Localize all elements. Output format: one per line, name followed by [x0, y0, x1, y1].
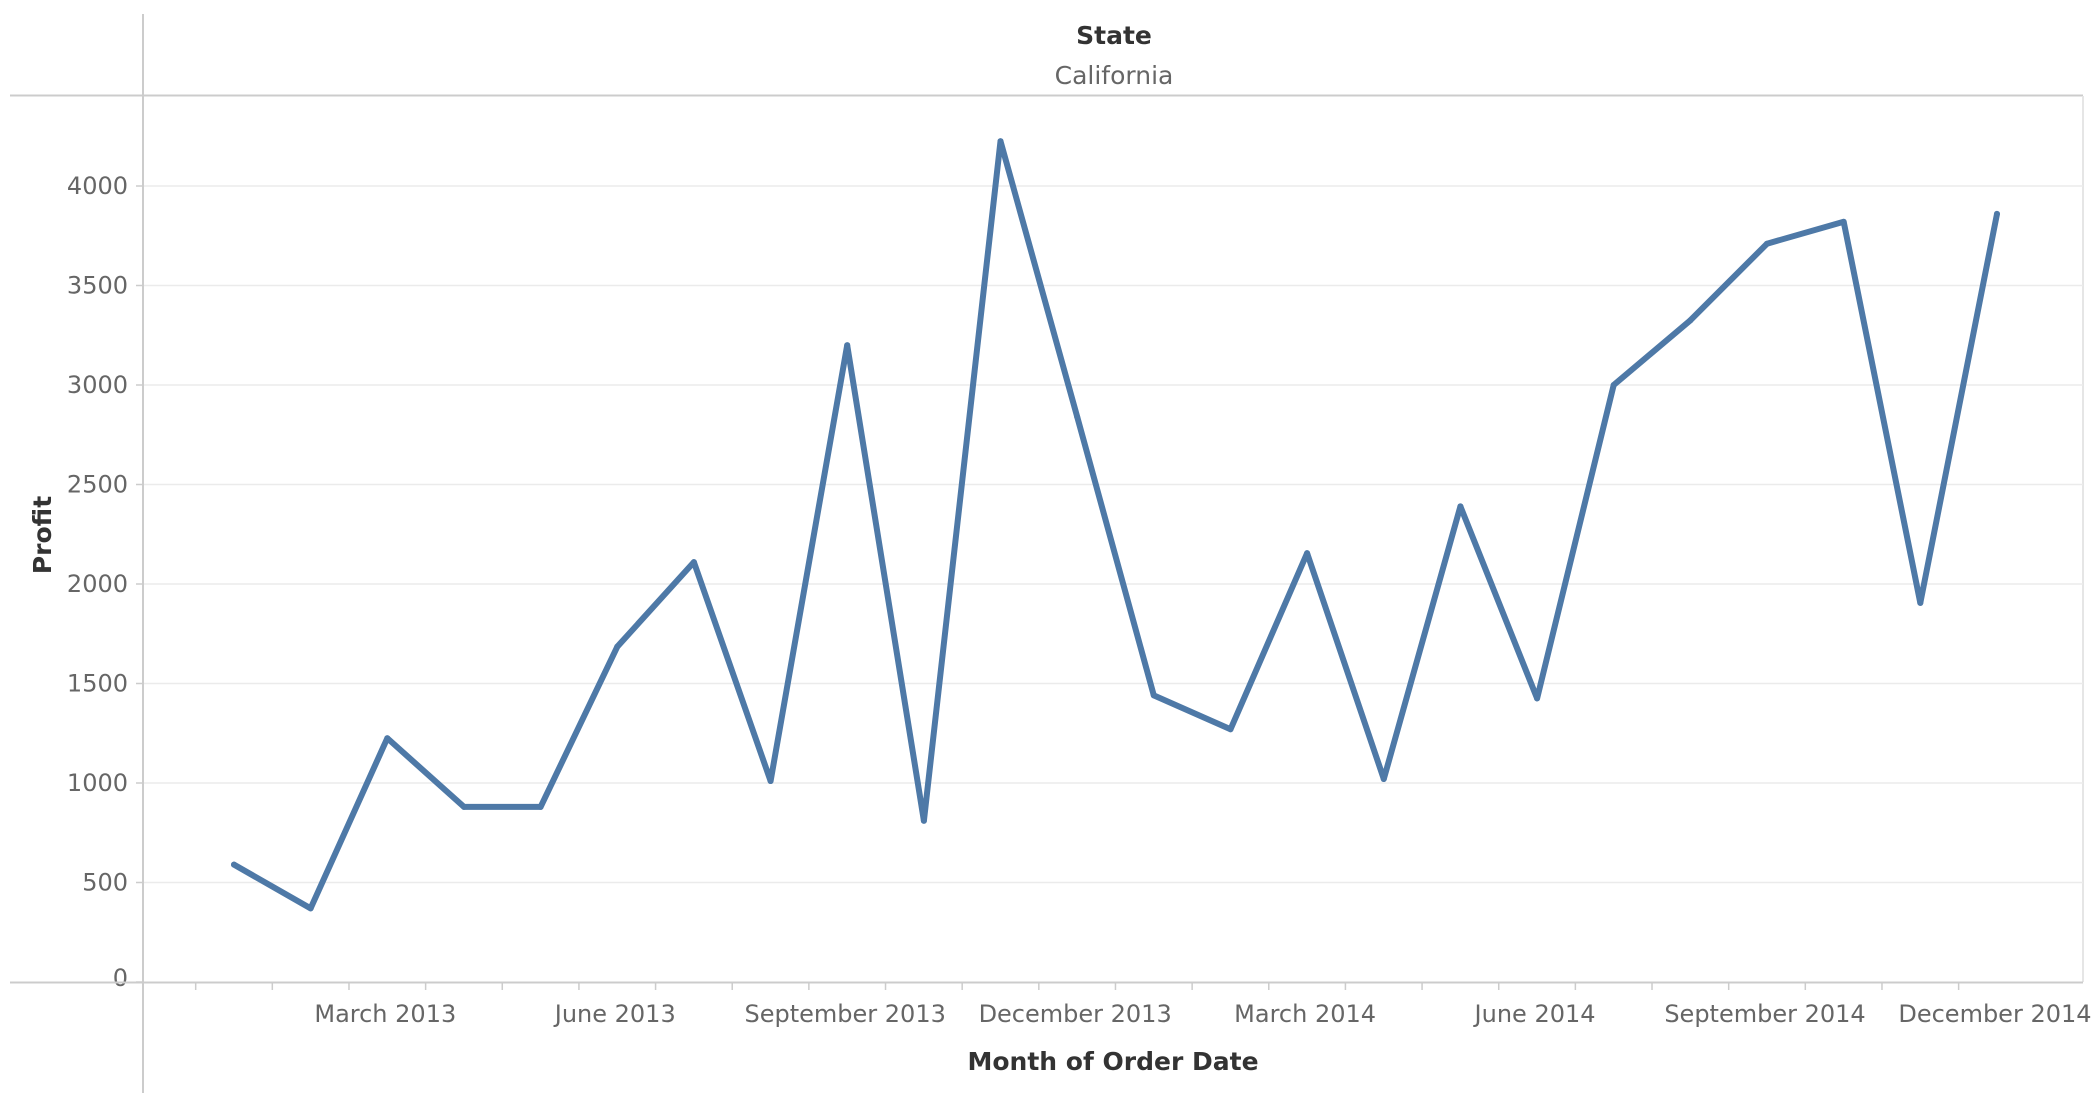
- data-point[interactable]: [1993, 210, 2000, 217]
- x-tick-label: March 2014: [1234, 1000, 1376, 1028]
- x-tick-label: March 2013: [314, 1000, 456, 1028]
- data-point[interactable]: [767, 778, 774, 785]
- y-tick-label: 2000: [67, 570, 128, 598]
- y-tick-label: 3000: [67, 371, 128, 399]
- y-axis-title: Profit: [28, 496, 57, 574]
- x-tick-label: September 2013: [745, 1000, 946, 1028]
- y-tick-label: 4000: [67, 172, 128, 200]
- gridlines: [143, 185, 2083, 884]
- data-point[interactable]: [1074, 413, 1081, 420]
- x-tick-label: September 2014: [1664, 1000, 1865, 1028]
- y-tick-label: 1500: [67, 670, 128, 698]
- data-point[interactable]: [844, 342, 851, 349]
- header-title: State: [1076, 21, 1152, 50]
- data-point[interactable]: [384, 735, 391, 742]
- data-point[interactable]: [1687, 317, 1694, 324]
- data-point[interactable]: [1380, 776, 1387, 783]
- data-point[interactable]: [997, 138, 1004, 145]
- y-tick-label: 3500: [67, 272, 128, 300]
- data-point[interactable]: [1917, 599, 1924, 606]
- x-axis-ticks: March 2013 June 2013 September 2013 Decembe…: [194, 982, 2092, 1028]
- profit-line[interactable]: [231, 138, 2000, 912]
- y-tick-label: 0: [113, 964, 128, 992]
- data-point[interactable]: [1840, 218, 1847, 225]
- x-axis-title: Month of Order Date: [967, 1047, 1258, 1076]
- y-axis-ticks: 0 500 1000 1500 2000 2500 3000 3500 4000: [67, 172, 143, 992]
- data-point[interactable]: [1150, 692, 1157, 699]
- data-point[interactable]: [1610, 382, 1617, 388]
- x-tick-label: June 2014: [1473, 1000, 1596, 1028]
- header-subtitle: California: [1055, 61, 1174, 90]
- data-point[interactable]: [614, 643, 621, 650]
- y-tick-label: 1000: [67, 769, 128, 797]
- y-tick-label: 500: [82, 869, 128, 897]
- x-tick-label: December 2014: [1898, 1000, 2091, 1028]
- data-point[interactable]: [1227, 726, 1234, 733]
- data-point[interactable]: [307, 905, 314, 912]
- y-tick-label: 2500: [67, 471, 128, 499]
- data-point[interactable]: [690, 559, 697, 566]
- data-point[interactable]: [460, 803, 467, 810]
- data-point[interactable]: [1457, 503, 1464, 510]
- data-point[interactable]: [1534, 695, 1541, 702]
- data-point[interactable]: [1764, 240, 1770, 247]
- data-point[interactable]: [1304, 550, 1311, 557]
- x-tick-label: December 2013: [979, 1000, 1172, 1028]
- data-point[interactable]: [537, 803, 544, 810]
- series-layer: [231, 138, 2000, 912]
- data-point[interactable]: [920, 817, 927, 824]
- data-point[interactable]: [231, 861, 237, 868]
- x-tick-label: June 2013: [553, 1000, 676, 1028]
